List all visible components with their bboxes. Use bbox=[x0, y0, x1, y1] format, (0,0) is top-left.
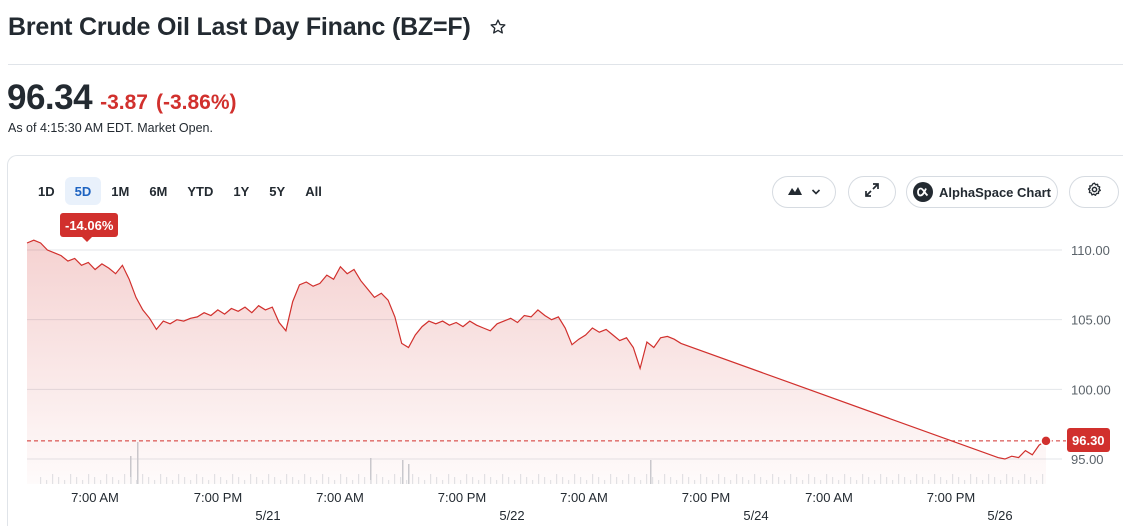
last-price-tag: 96.30 bbox=[1067, 428, 1110, 452]
x-time-label: 7:00 AM bbox=[805, 490, 853, 505]
x-date-label: 5/22 bbox=[499, 508, 524, 523]
range-ytd[interactable]: YTD bbox=[187, 183, 214, 199]
expand-arrows-icon bbox=[864, 182, 880, 203]
x-time-label: 7:00 PM bbox=[927, 490, 975, 505]
x-axis-labels: 7:00 AM 7:00 PM 7:00 AM 7:00 PM 7:00 AM 7:00 … bbox=[71, 490, 1013, 523]
expand-button[interactable] bbox=[848, 176, 896, 208]
current-price: 96.34 bbox=[7, 78, 93, 117]
period-change-badge: -14.06% bbox=[60, 213, 119, 237]
alphaspace-chart-label: AlphaSpace Chart bbox=[939, 184, 1051, 200]
y-tick-label: 110.00 bbox=[1071, 243, 1110, 258]
range-5d[interactable]: 5D bbox=[64, 177, 102, 205]
x-date-label: 5/24 bbox=[743, 508, 768, 523]
x-date-label: 5/26 bbox=[987, 508, 1012, 523]
range-5y[interactable]: 5Y bbox=[269, 183, 286, 199]
last-price-dot bbox=[1040, 435, 1052, 447]
price-line bbox=[26, 239, 1047, 460]
title-row: Brent Crude Oil Last Day Financ (BZ=F) bbox=[8, 10, 509, 44]
alphaspace-chart-button[interactable]: AlphaSpace Chart bbox=[906, 176, 1058, 208]
x-time-label: 7:00 AM bbox=[316, 490, 364, 505]
y-tick-label: 95.00 bbox=[1071, 452, 1104, 467]
x-time-label: 7:00 AM bbox=[71, 490, 119, 505]
y-axis-labels: 110.00 105.00 100.00 95.00 bbox=[1071, 243, 1111, 467]
range-selector: 1D 5D 1M 6M YTD 1Y 5Y All bbox=[28, 177, 332, 205]
chart-settings-button[interactable] bbox=[1069, 176, 1119, 208]
range-1y[interactable]: 1Y bbox=[233, 183, 250, 199]
market-status: As of 4:15:30 AM EDT. Market Open. bbox=[8, 121, 213, 135]
price-area-fill bbox=[27, 240, 1046, 484]
page-title: Brent Crude Oil Last Day Financ (BZ=F) bbox=[8, 12, 471, 41]
chevron-down-icon bbox=[811, 183, 821, 201]
chart-card bbox=[7, 155, 1123, 526]
x-date-label: 5/21 bbox=[255, 508, 280, 523]
x-time-label: 7:00 AM bbox=[560, 490, 608, 505]
period-change-badge-pointer bbox=[82, 237, 92, 242]
range-all[interactable]: All bbox=[305, 183, 322, 199]
y-tick-label: 105.00 bbox=[1071, 313, 1111, 328]
gear-icon bbox=[1087, 182, 1102, 202]
alpha-logo-icon bbox=[913, 182, 933, 202]
x-time-label: 7:00 PM bbox=[682, 490, 730, 505]
price-change-percent: (-3.86%) bbox=[155, 91, 237, 114]
header-divider bbox=[8, 64, 1123, 65]
range-1d[interactable]: 1D bbox=[38, 183, 55, 199]
range-1m[interactable]: 1M bbox=[111, 183, 130, 199]
star-icon[interactable] bbox=[487, 16, 509, 38]
mountain-chart-icon bbox=[787, 183, 803, 201]
range-6m[interactable]: 6M bbox=[149, 183, 168, 199]
y-tick-label: 100.00 bbox=[1071, 382, 1111, 397]
quote-row: 96.34 -3.87 (-3.86%) bbox=[7, 78, 237, 118]
x-time-label: 7:00 PM bbox=[438, 490, 486, 505]
x-time-label: 7:00 PM bbox=[194, 490, 242, 505]
chart-type-button[interactable] bbox=[772, 176, 836, 208]
price-change: -3.87 bbox=[100, 91, 148, 114]
